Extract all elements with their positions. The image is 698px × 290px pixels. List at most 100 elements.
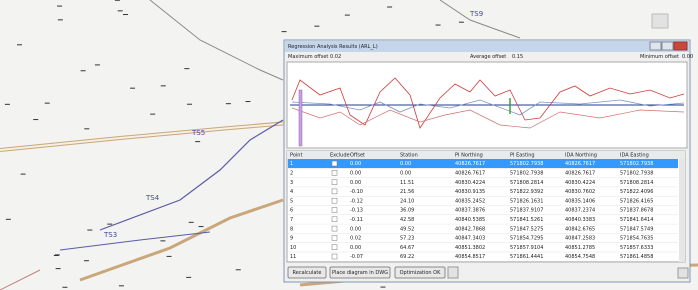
table-cell: 0.00 [400,170,411,176]
exclude-checkbox[interactable] [332,161,337,166]
table-cell: 571837.8678 [620,208,653,214]
table-cell: 571857.6333 [620,245,653,251]
table-cell: 3 [290,180,293,186]
button-label[interactable]: Place diagram in DWG [332,270,388,276]
exclude-checkbox[interactable] [332,235,337,240]
table-cell: 0.00 [350,180,361,186]
table-cell: 40830.4224 [565,180,595,186]
table-cell: 36.09 [400,208,414,214]
table-cell: 40826.7617 [455,161,485,167]
exclude-checkbox[interactable] [332,170,337,175]
table-cell: 571861.4858 [620,254,653,260]
stat-label: Maximum offset [288,54,328,60]
table-cell: -0.10 [350,189,363,195]
table-cell: 40826.7617 [565,161,595,167]
minimize-button[interactable] [650,42,661,50]
table-cell: 571808.2814 [510,180,543,186]
button-label[interactable]: Recalculate [293,270,322,276]
table-cell: 9 [290,236,293,242]
table-cell: 24.10 [400,198,414,204]
table-cell: -0.13 [350,208,363,214]
button-label[interactable]: Optimization OK [400,270,442,276]
exclude-checkbox[interactable] [332,208,337,213]
table-cell: 571847.5275 [510,226,543,232]
table-cell: 571841.5261 [510,217,543,223]
exclude-checkbox[interactable] [332,245,337,250]
table-cell: 571854.7295 [510,236,543,242]
table-cell: 571841.6414 [620,217,653,223]
table-cell: 42.58 [400,217,414,223]
table-cell: 0.00 [350,226,361,232]
table-cell: 571822.9392 [510,189,543,195]
toolbar-button[interactable] [652,14,668,28]
table-cell: 571822.4096 [620,189,653,195]
exclude-checkbox[interactable] [332,180,337,185]
map-label: TS4 [145,194,160,202]
table-cell: 571837.9107 [510,208,543,214]
table-cell: 40842.7868 [455,226,485,232]
column-header: PI Northing [455,153,483,159]
table-cell: 571847.5749 [620,226,653,232]
close-button[interactable] [674,42,687,50]
column-header: IDA Easting [620,153,649,159]
table-cell: 40830.4224 [455,180,485,186]
stat-value: 0.15 [512,54,523,60]
column-header: IDA Northing [565,153,597,159]
table-cell: 40851.3802 [455,245,485,251]
table-cell: 40830.7602 [565,189,595,195]
table-cell: 571826.4165 [620,198,653,204]
table-cell: 64.67 [400,245,414,251]
screen: TS9 TS5 TS4 TS3 Regression Analysis Resu… [0,0,698,290]
resize-button[interactable] [678,268,688,278]
exclude-checkbox[interactable] [332,198,337,203]
table-cell: 6 [290,208,293,214]
table-cell: 40835.1406 [565,198,595,204]
table-cell: 571802.7938 [510,170,543,176]
table-cell: 0.00 [350,170,361,176]
table-cell: 57.23 [400,236,414,242]
table-cell: 2 [290,170,293,176]
table-cell: 40837.3876 [455,208,485,214]
exclude-checkbox[interactable] [332,189,337,194]
table-cell: 40851.2785 [565,245,595,251]
export-button[interactable] [448,267,458,278]
table-cell: 40847.3403 [455,236,485,242]
table-cell: 11.51 [400,180,414,186]
table-cell: 40847.2583 [565,236,595,242]
table-cell: 40840.3383 [565,217,595,223]
table-cell: 40835.2452 [455,198,485,204]
table-cell: 40826.7617 [565,170,595,176]
table-cell: 10 [290,245,296,251]
column-header: Station [400,153,418,159]
table-cell: 1 [290,161,293,167]
table-cell: 571802.7938 [620,170,653,176]
table-cell: 40854.7548 [565,254,595,260]
table-cell: 0.00 [350,161,361,167]
table-cell: 571808.2814 [620,180,653,186]
stat-label: Minimum offset [640,54,679,60]
table-cell: -0.11 [350,217,363,223]
table-cell: 571857.9104 [510,245,543,251]
maximize-button[interactable] [662,42,673,50]
exclude-checkbox[interactable] [332,254,337,259]
scrollbar[interactable] [679,159,685,262]
map-label: TS5 [191,129,205,137]
table-cell: 4 [290,189,293,195]
table-cell: 0.00 [350,245,361,251]
map-label: TS9 [469,10,483,18]
table-cell: 571826.1631 [510,198,543,204]
table-cell: 40854.8517 [455,254,485,260]
table-cell: 571802.7938 [510,161,543,167]
table-cell: 40830.9135 [455,189,485,195]
stat-value: 0.00 [682,54,693,60]
exclude-checkbox[interactable] [332,217,337,222]
dialog: Regression Analysis Results (ARL_L) Maxi… [284,40,693,282]
stat-label: Average offset [470,54,506,60]
table-cell: 40837.2374 [565,208,595,214]
table-cell: 69.22 [400,254,414,260]
map-label: TS3 [103,231,117,239]
table-cell: 571854.7635 [620,236,653,242]
table-cell: 7 [290,217,293,223]
table-cell: 0.02 [350,236,361,242]
exclude-checkbox[interactable] [332,226,337,231]
